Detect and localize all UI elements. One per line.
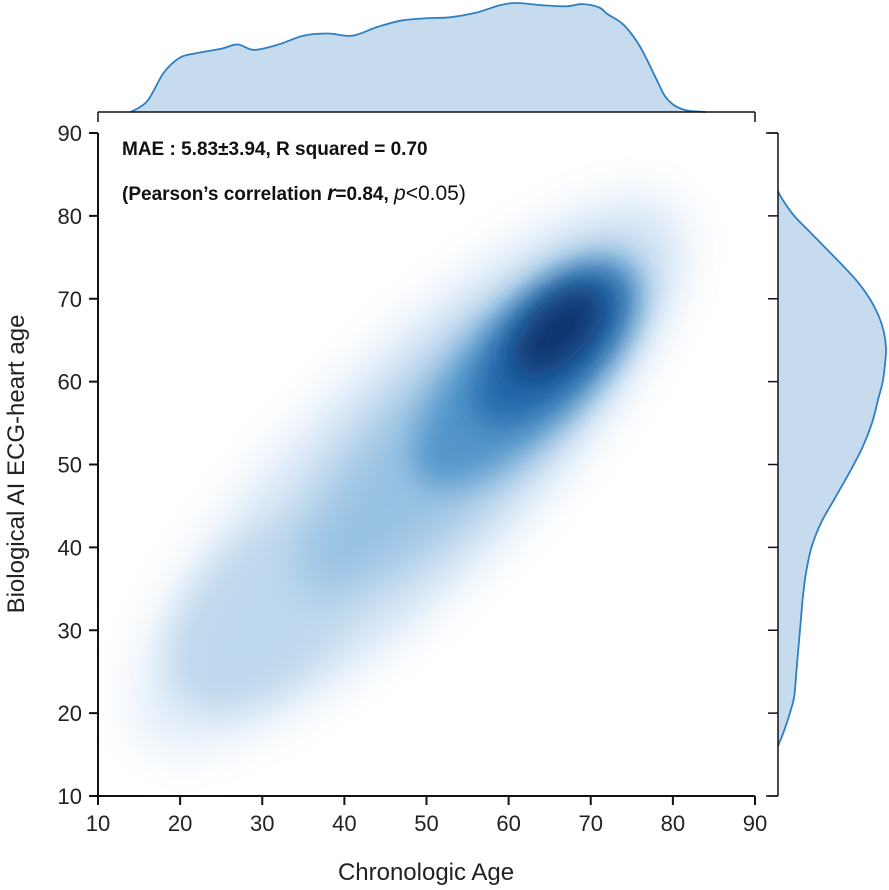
marginal-y-line — [777, 190, 887, 747]
x-ticks: 10 20 30 40 50 60 70 80 90 — [86, 796, 767, 836]
marginal-y-density — [777, 190, 887, 747]
correlation-annotation: (Pearson’s correlation r=0.84, p<0.05) — [122, 182, 466, 205]
marginal-y-fill — [778, 191, 887, 747]
annotation-r-value: =0.84, — [335, 184, 394, 205]
marginal-x-density — [130, 2, 706, 113]
x-tick-label: 10 — [86, 811, 110, 836]
x-tick-label: 40 — [332, 811, 356, 836]
x-tick-label: 80 — [661, 811, 685, 836]
annotation-p-value: <0.05) — [406, 182, 466, 205]
x-tick-label: 90 — [743, 811, 767, 836]
x-tick-label: 50 — [414, 811, 438, 836]
density-layer-6 — [512, 285, 604, 378]
marginal-x-fill — [130, 3, 706, 112]
x-tick-label: 20 — [168, 811, 192, 836]
y-tick-label: 20 — [58, 701, 82, 726]
y-tick-label: 70 — [58, 287, 82, 312]
x-tick-label: 30 — [250, 811, 274, 836]
metrics-annotation: MAE : 5.83±3.94, R squared = 0.70 — [122, 139, 428, 160]
y-tick-label: 90 — [58, 121, 82, 146]
y-tick-label: 80 — [58, 204, 82, 229]
x-tick-label: 70 — [579, 811, 603, 836]
annotation-r-symbol: r — [327, 182, 337, 205]
y-tick-label: 60 — [58, 370, 82, 395]
y-ticks: 10 20 30 40 50 60 70 80 90 — [58, 121, 778, 809]
y-tick-label: 30 — [58, 618, 82, 643]
marginal-x-line — [130, 2, 706, 113]
x-tick-label: 60 — [496, 811, 520, 836]
y-tick-label: 50 — [58, 453, 82, 478]
kde-density-region — [131, 192, 689, 754]
annotation-p-symbol: p — [393, 182, 406, 205]
x-axis-title: Chronologic Age — [338, 859, 514, 886]
y-tick-label: 40 — [58, 535, 82, 560]
annotation-prefix: (Pearson’s correlation — [122, 184, 327, 205]
y-axis-title: Biological AI ECG-heart age — [3, 315, 30, 614]
y-tick-label: 10 — [58, 784, 82, 809]
